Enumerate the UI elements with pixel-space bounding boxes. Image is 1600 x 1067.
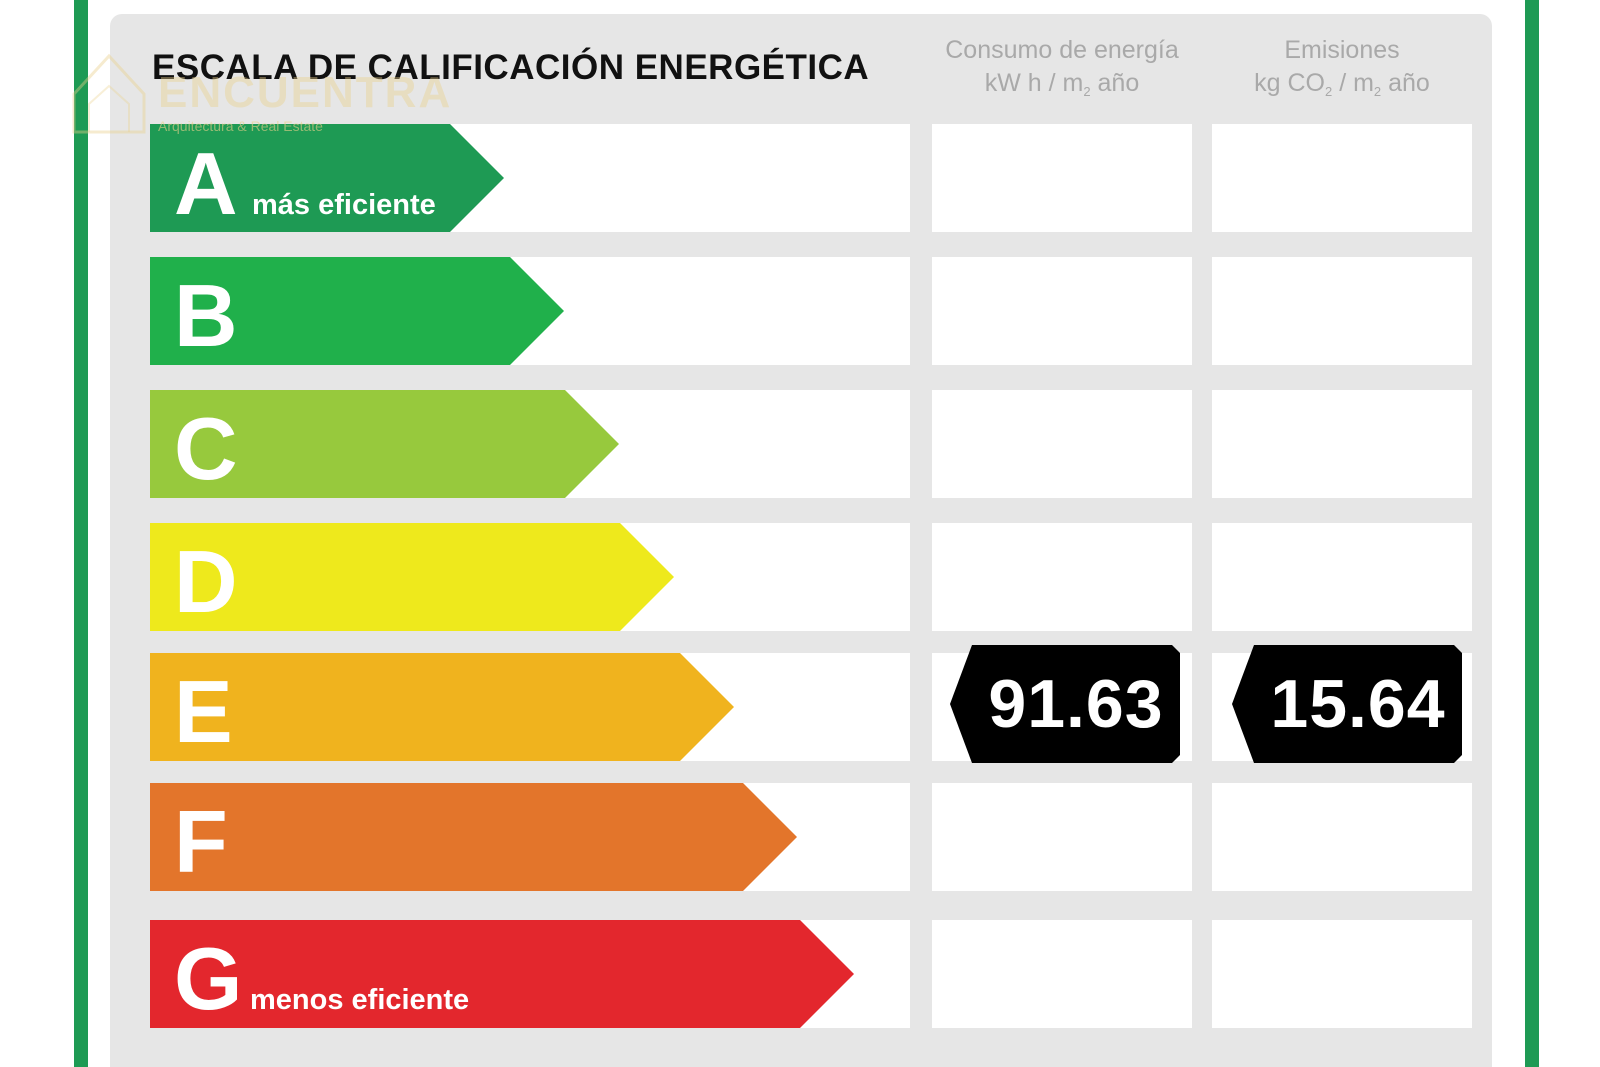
- energy-cell-c: [932, 390, 1192, 498]
- energy-column-header: Consumo de energía kW h / m2 año: [932, 34, 1192, 108]
- energy-value: 91.63: [988, 666, 1164, 742]
- rating-arrow-g: [150, 920, 855, 1028]
- energy-cell-a: [932, 124, 1192, 232]
- rating-arrow-d: [150, 523, 675, 631]
- rating-arrow-a: [150, 124, 505, 232]
- emissions-header-line1: Emisiones: [1284, 36, 1400, 64]
- rating-letter-f: F: [174, 792, 228, 891]
- page-title: ESCALA DE CALIFICACIÓN ENERGÉTICA: [152, 48, 870, 87]
- energy-cell-b: [932, 257, 1192, 365]
- emissions-header-line2: kg CO2 / m2 año: [1254, 69, 1430, 99]
- rating-arrow-e: [150, 653, 735, 761]
- rating-arrow-f: [150, 783, 798, 891]
- emissions-cell-c: [1212, 390, 1472, 498]
- company-logo-watermark: ENCUENTRA Arquitectura & Real Estate: [58, 44, 450, 144]
- energy-cell-g: [932, 920, 1192, 1028]
- emissions-value-badge: 15.64: [1232, 645, 1462, 763]
- energy-cell-d: [932, 523, 1192, 631]
- energy-header-line1: Consumo de energía: [945, 36, 1179, 64]
- energy-cell-f: [932, 783, 1192, 891]
- logo-name: ENCUENTRA: [158, 68, 453, 117]
- emissions-cell-g: [1212, 920, 1472, 1028]
- emissions-cell-f: [1212, 783, 1472, 891]
- rating-letter-e: E: [174, 662, 233, 761]
- rating-g-sublabel: menos eficiente: [250, 984, 470, 1016]
- energy-value-badge: 91.63: [950, 645, 1180, 763]
- rating-letter-c: C: [174, 399, 238, 498]
- left-frame-border: [74, 0, 88, 1067]
- house-logo-icon: [72, 53, 146, 134]
- rating-arrow-c: [150, 390, 620, 498]
- rating-letter-b: B: [174, 266, 238, 365]
- rating-letter-g: G: [174, 929, 243, 1028]
- logo-tagline: Arquitectura & Real Estate: [158, 118, 323, 134]
- energy-header-line2: kW h / m2 año: [984, 69, 1140, 99]
- emissions-value: 15.64: [1270, 666, 1446, 742]
- emissions-cell-a: [1212, 124, 1472, 232]
- right-frame-border: [1525, 0, 1539, 1067]
- rating-a-sublabel: más eficiente: [252, 189, 436, 221]
- rating-arrow-b: [150, 257, 565, 365]
- rating-letter-d: D: [174, 532, 238, 631]
- rating-letter-a: A: [174, 134, 238, 233]
- emissions-column-header: Emisiones kg CO2 / m2 año: [1212, 34, 1472, 108]
- emissions-cell-b: [1212, 257, 1472, 365]
- emissions-cell-d: [1212, 523, 1472, 631]
